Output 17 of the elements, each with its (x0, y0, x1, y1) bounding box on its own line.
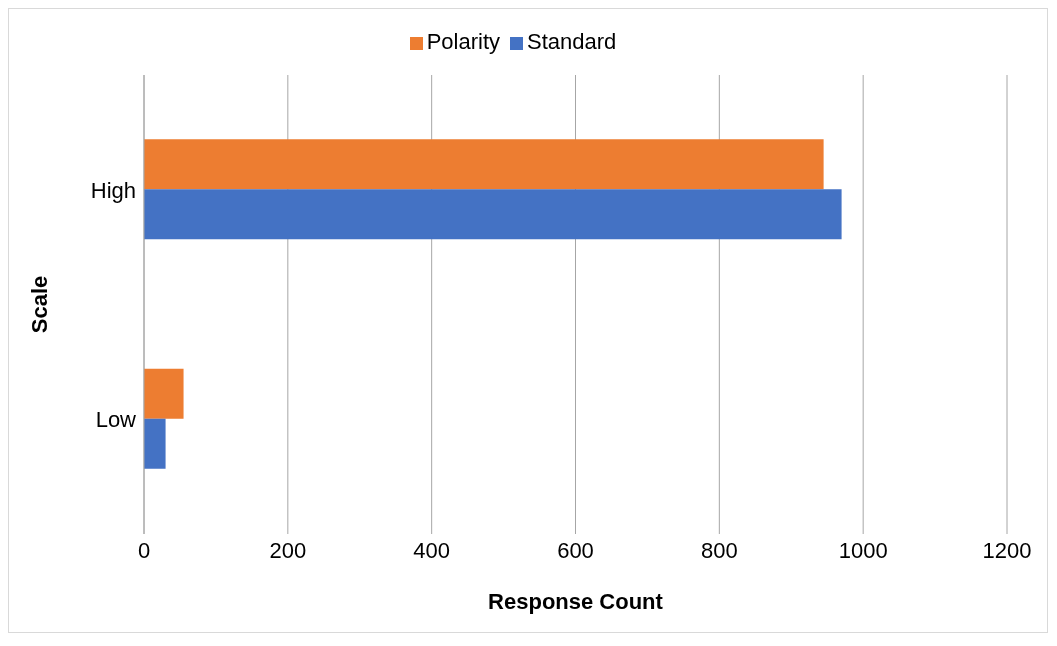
bar (144, 189, 842, 240)
x-tick-label: 0 (137, 537, 151, 563)
x-tick-label: 200 (269, 537, 307, 563)
bar (144, 368, 184, 419)
x-axis-title: Response Count (488, 589, 664, 614)
y-axis-title: Scale (26, 275, 52, 334)
bar (144, 139, 824, 190)
x-tick-label: 1200 (982, 537, 1032, 563)
y-tick-label: High (90, 177, 136, 203)
legend-label: Standard (527, 29, 617, 54)
legend-label: Polarity (426, 29, 501, 54)
x-tick-label: 600 (557, 537, 594, 563)
x-tick-label: 400 (413, 537, 451, 563)
x-tick-label: 800 (700, 537, 738, 563)
x-tick-label: 1000 (838, 537, 888, 563)
bar (144, 418, 166, 469)
y-tick-label: Low (95, 407, 137, 433)
